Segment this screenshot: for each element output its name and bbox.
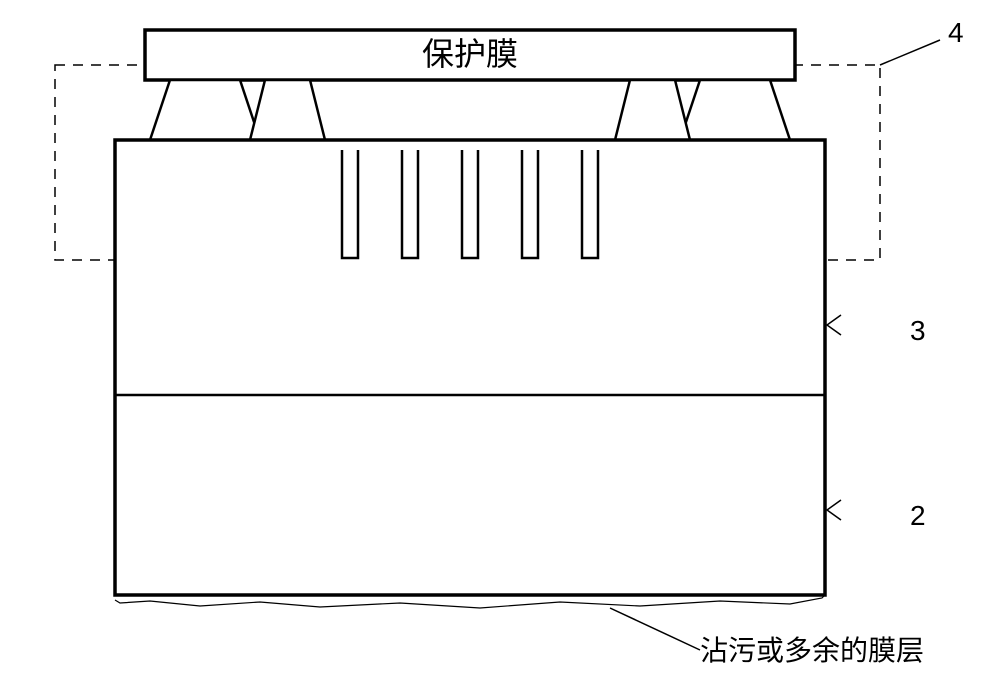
callout-label: 3 [910, 315, 926, 346]
cross-section-diagram: 保护膜 4 3 2 沾污或多余的膜层 [0, 0, 1000, 689]
support-trapezoid [250, 80, 325, 140]
support-trapezoid [150, 80, 260, 140]
callout-label: 2 [910, 500, 926, 531]
support-trapezoid [680, 80, 790, 140]
protective-film-label: 保护膜 [422, 36, 518, 72]
callout-label: 沾污或多余的膜层 [700, 635, 924, 666]
support-structures [150, 80, 790, 140]
callout-label: 4 [948, 17, 964, 48]
support-trapezoid [615, 80, 690, 140]
device-body [115, 140, 825, 595]
contamination-layer [115, 595, 825, 608]
